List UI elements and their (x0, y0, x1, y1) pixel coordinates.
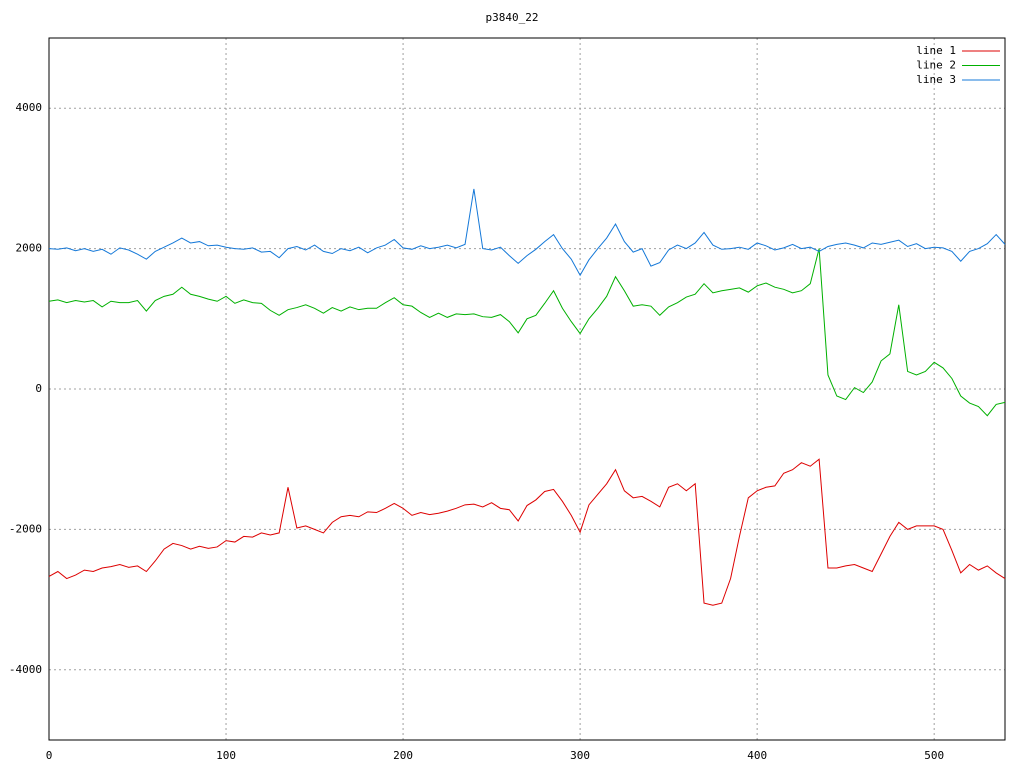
series-line (48, 248, 1006, 417)
x-tick-label: 400 (747, 749, 767, 762)
x-tick-label: 300 (570, 749, 590, 762)
y-tick-label: 2000 (16, 242, 43, 255)
legend-label: line 2 (916, 59, 956, 72)
y-tick-label: 4000 (16, 101, 43, 114)
x-tick-label: 200 (393, 749, 413, 762)
plot-frame (48, 37, 1006, 741)
legend-label: line 1 (916, 44, 956, 57)
chart-title: p3840_22 (486, 11, 539, 24)
y-tick-label: -2000 (9, 522, 42, 535)
series-line (48, 458, 1006, 606)
y-tick-label: -4000 (9, 663, 42, 676)
legend-label: line 3 (916, 73, 956, 86)
y-tick-label: 0 (35, 382, 42, 395)
series-line (48, 188, 1006, 277)
x-tick-label: 100 (216, 749, 236, 762)
x-tick-label: 0 (46, 749, 53, 762)
x-tick-label: 500 (924, 749, 944, 762)
